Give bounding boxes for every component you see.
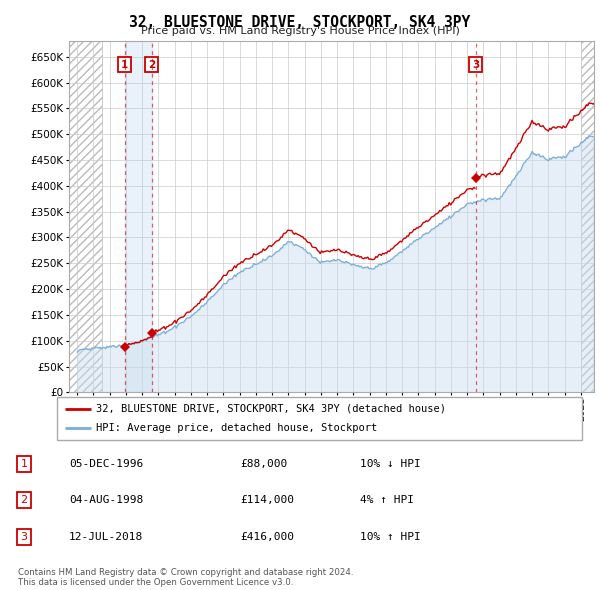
Text: 3: 3 (20, 532, 28, 542)
Text: £88,000: £88,000 (240, 459, 287, 468)
Text: 1: 1 (121, 60, 128, 70)
Text: 4% ↑ HPI: 4% ↑ HPI (360, 496, 414, 505)
Text: Price paid vs. HM Land Registry's House Price Index (HPI): Price paid vs. HM Land Registry's House … (140, 26, 460, 36)
Text: 32, BLUESTONE DRIVE, STOCKPORT, SK4 3PY (detached house): 32, BLUESTONE DRIVE, STOCKPORT, SK4 3PY … (97, 404, 446, 414)
Text: Contains HM Land Registry data © Crown copyright and database right 2024.
This d: Contains HM Land Registry data © Crown c… (18, 568, 353, 587)
Text: HPI: Average price, detached house, Stockport: HPI: Average price, detached house, Stoc… (97, 423, 377, 433)
Text: 3: 3 (472, 60, 479, 70)
Text: 05-DEC-1996: 05-DEC-1996 (69, 459, 143, 468)
Text: 12-JUL-2018: 12-JUL-2018 (69, 532, 143, 542)
Text: 10% ↓ HPI: 10% ↓ HPI (360, 459, 421, 468)
Text: 2: 2 (148, 60, 155, 70)
Bar (125, 41, 152, 392)
Text: 04-AUG-1998: 04-AUG-1998 (69, 496, 143, 505)
Text: £114,000: £114,000 (240, 496, 294, 505)
Bar (581, 41, 594, 392)
Text: 1: 1 (20, 459, 28, 468)
Bar (69, 41, 101, 392)
Text: 2: 2 (20, 496, 28, 505)
Text: 32, BLUESTONE DRIVE, STOCKPORT, SK4 3PY: 32, BLUESTONE DRIVE, STOCKPORT, SK4 3PY (130, 15, 470, 30)
Text: 10% ↑ HPI: 10% ↑ HPI (360, 532, 421, 542)
Text: £416,000: £416,000 (240, 532, 294, 542)
